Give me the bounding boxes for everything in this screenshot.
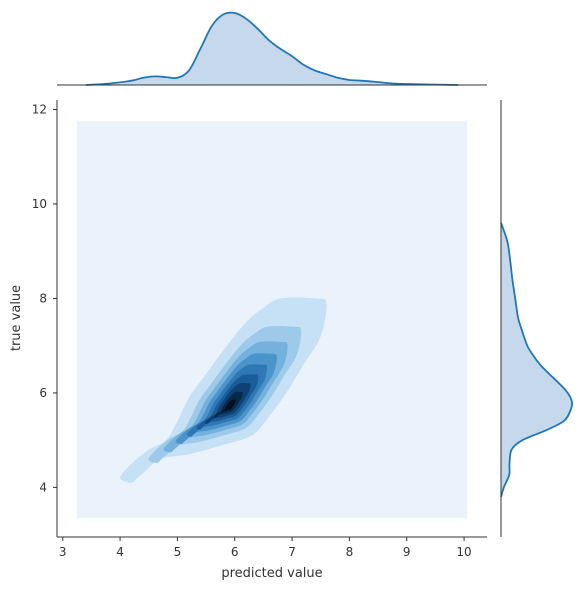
y-tick-label: 4	[39, 480, 47, 494]
y-axis-label: true value	[9, 285, 24, 351]
x-tick-label: 3	[59, 545, 67, 559]
joint-plot-area	[77, 121, 467, 519]
y-tick-label: 6	[39, 386, 47, 400]
right-marginal-fill	[501, 222, 573, 497]
right-marginal-curve	[500, 222, 573, 498]
x-tick-label: 6	[231, 545, 239, 559]
top-marginal-curve	[85, 11, 459, 86]
x-tick-label: 10	[456, 545, 471, 559]
x-axis-ticks: 3 4 5 6 7 8 9 10	[59, 537, 472, 559]
right-marginal-panel	[500, 100, 573, 537]
top-marginal-fill	[85, 12, 459, 86]
y-tick-label: 8	[39, 291, 47, 305]
y-tick-label: 12	[32, 102, 47, 116]
x-tick-label: 4	[116, 545, 124, 559]
x-tick-label: 8	[346, 545, 354, 559]
x-tick-label: 7	[288, 545, 296, 559]
y-tick-label: 10	[32, 197, 47, 211]
x-tick-label: 5	[174, 545, 182, 559]
x-axis-label: predicted value	[221, 566, 322, 581]
y-axis-ticks: 4 6 8 10 12	[32, 102, 57, 494]
top-marginal-panel	[57, 11, 487, 86]
x-tick-label: 9	[403, 545, 411, 559]
kde-contour-level	[221, 399, 236, 413]
kde-contour-levels	[120, 297, 327, 483]
